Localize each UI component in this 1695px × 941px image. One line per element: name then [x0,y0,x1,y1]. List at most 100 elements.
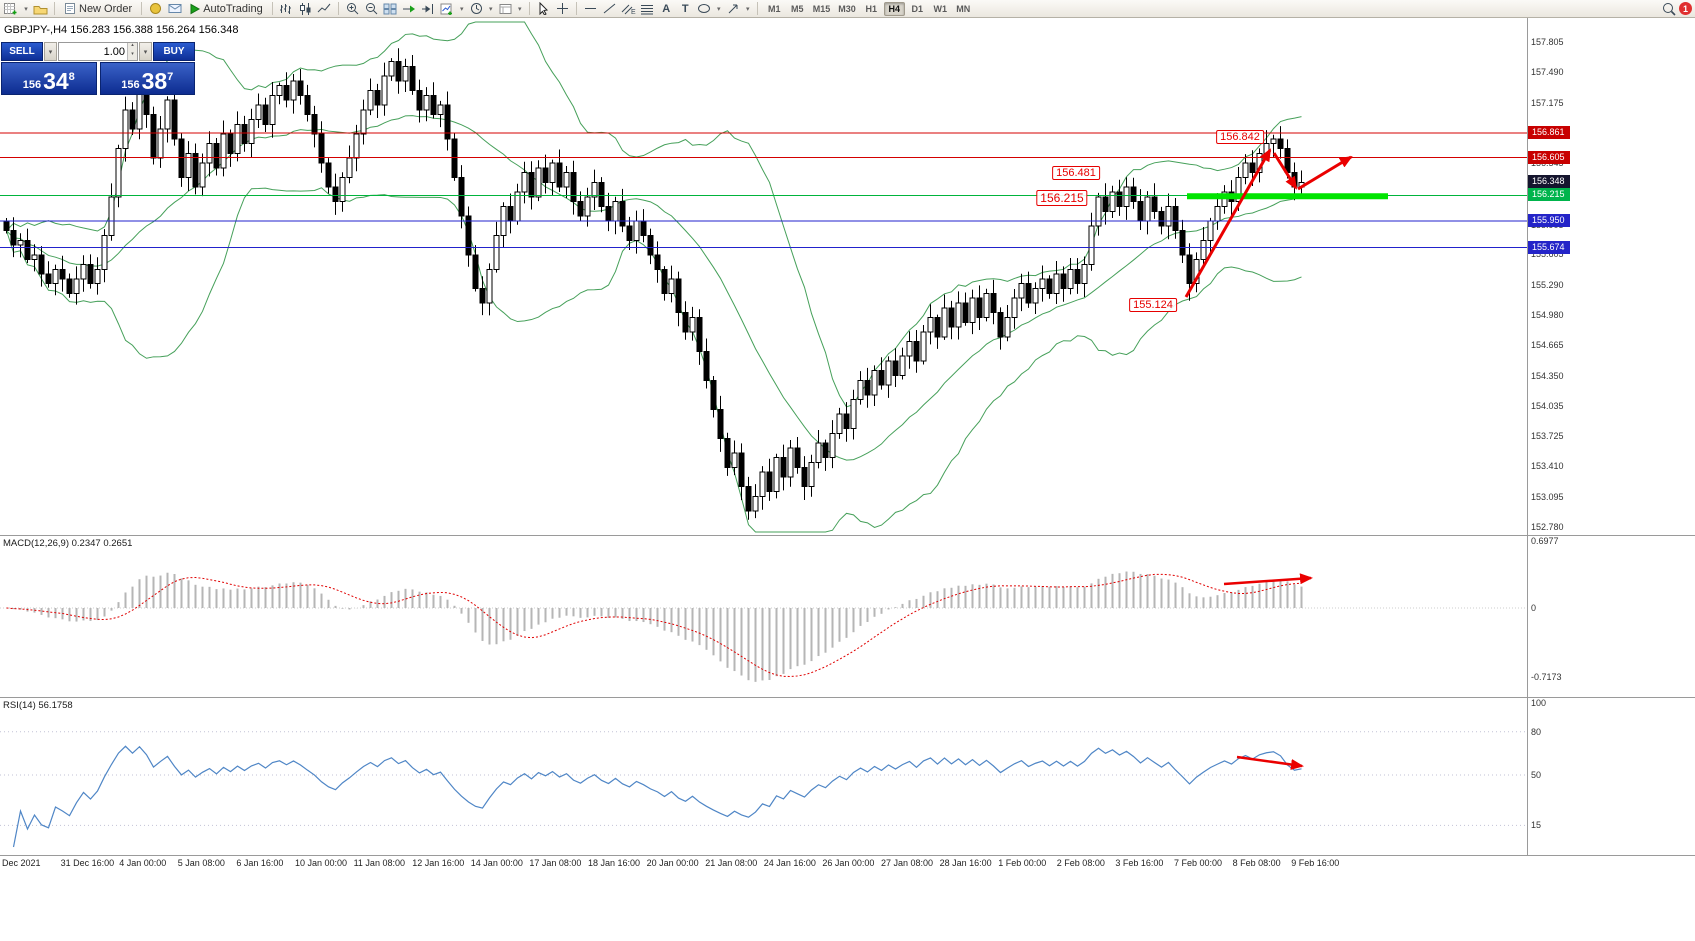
profiles-icon[interactable] [32,1,49,17]
timeframe-h4[interactable]: H4 [883,1,905,16]
search-icon[interactable] [1660,1,1677,17]
timeframe-d1[interactable]: D1 [911,3,923,14]
trend-arrow[interactable] [1184,148,1272,298]
lot-decrease-button[interactable]: ▾ [128,51,137,60]
horizontal-line-tool-icon[interactable] [582,1,599,17]
shapes-tool-icon[interactable] [696,1,713,17]
price-annotation-label[interactable]: 156.215 [1036,190,1088,206]
one-click-top-row: SELL ▾ ▴ ▾ ▾ BUY [1,42,195,61]
lot-increase-button[interactable]: ▴ [128,43,137,52]
periods-icon[interactable] [468,1,485,17]
text-tool-icon[interactable]: A [658,1,675,17]
candle-body [136,89,143,130]
candle-body [458,176,465,217]
arrows-tool-icon[interactable] [725,1,742,17]
macd-label: MACD(12,26,9) 0.2347 0.2651 [3,538,133,549]
macd-axis-label: 0.6977 [1531,536,1559,547]
toolbar-separator [54,2,55,15]
trendline-tool-icon[interactable] [601,1,618,17]
notification-badge[interactable]: 1 [1679,2,1692,15]
price-tag: 156.215 [1528,188,1570,201]
candle-body [801,466,808,488]
line-chart-icon[interactable] [316,1,333,17]
buy-options-caret[interactable]: ▾ [139,42,152,61]
cursor-icon[interactable] [535,1,552,17]
price-annotation-label[interactable]: 155.124 [1129,298,1177,312]
time-label: 5 Jan 08:00 [177,858,225,868]
expert-advisors-icon[interactable] [147,1,164,17]
ask-price-small: 156 [121,79,140,91]
candle-body [1053,273,1060,294]
mail-icon[interactable] [166,1,183,17]
label-tool-icon[interactable]: T [677,1,694,17]
trend-arrow[interactable] [1223,573,1313,586]
candle-body [1088,225,1095,265]
lot-size-input[interactable] [59,43,127,60]
indicators-icon[interactable] [439,1,456,17]
arrows-caret[interactable]: ▾ [745,5,750,13]
zoom-out-icon[interactable] [363,1,380,17]
sell-button[interactable]: SELL [1,42,43,61]
chart-shift-icon[interactable] [420,1,437,17]
trend-arrow[interactable] [1236,755,1304,770]
equidistant-channel-tool-icon[interactable]: E [620,1,637,17]
candle-body [1081,263,1088,285]
new-chart-caret[interactable]: ▾ [24,5,28,13]
indicators-caret[interactable]: ▾ [459,5,464,13]
timeframe-h1[interactable]: H1 [865,3,877,14]
price-annotation-label[interactable]: 156.842 [1216,130,1264,144]
bid-price-panel[interactable]: 156 34 8 [1,62,97,95]
candle-body [577,201,584,217]
bar-chart-icon[interactable] [278,1,295,17]
time-label: 31 Dec 16:00 [60,858,115,868]
new-order-button[interactable]: New Order [60,1,136,17]
autotrading-play-icon [190,3,201,14]
timeframe-m30[interactable]: M30 [838,3,856,14]
timeframe-m5[interactable]: M5 [790,3,804,14]
ask-price-panel[interactable]: 156 38 7 [99,62,195,95]
candle-body [1158,210,1165,227]
candle-body [948,307,955,328]
timeframe-m1[interactable]: M1 [767,3,781,14]
candle-body [1200,239,1207,261]
candle-body [1179,230,1186,256]
candle-body [675,278,682,314]
candle-body [745,486,752,512]
time-label: 12 Jan 16:00 [412,858,465,868]
label-tool-label: T [681,2,689,15]
tile-windows-icon[interactable] [382,1,399,17]
candle-body [437,104,444,116]
trend-arrow[interactable] [1272,152,1298,190]
buy-button[interactable]: BUY [153,42,195,61]
price-tag: 155.950 [1528,214,1570,227]
candle-body [850,399,857,430]
sell-options-caret[interactable]: ▾ [44,42,57,61]
candle-body [283,85,290,101]
price-tick: 153.095 [1531,491,1564,502]
fibonacci-tool-icon[interactable] [639,1,656,17]
new-chart-icon[interactable] [3,1,20,17]
timeframe-mn[interactable]: MN [956,3,971,14]
crosshair-icon[interactable] [554,1,571,17]
price-annotation-label[interactable]: 156.481 [1052,166,1100,180]
autotrading-button[interactable]: AutoTrading [185,1,267,17]
candle-body [31,254,38,261]
time-label: Dec 2021 [2,858,41,868]
zoom-in-icon[interactable] [344,1,361,17]
trend-arrow[interactable] [1297,155,1353,191]
candle-body [1165,205,1172,227]
timeframe-m15[interactable]: M15 [812,3,831,14]
auto-scroll-icon[interactable] [401,1,418,17]
shapes-caret[interactable]: ▾ [716,5,721,13]
macd-axis-label: -0.7173 [1531,671,1562,682]
templates-icon[interactable] [497,1,514,17]
candle-body [1172,205,1179,232]
templates-caret[interactable]: ▾ [517,5,522,13]
candlestick-chart-icon[interactable] [297,1,314,17]
timeframe-w1[interactable]: W1 [933,3,948,14]
candle-body [815,442,822,464]
periods-caret[interactable]: ▾ [488,5,493,13]
price-tick: 157.175 [1531,97,1564,108]
candle-body [927,317,934,333]
